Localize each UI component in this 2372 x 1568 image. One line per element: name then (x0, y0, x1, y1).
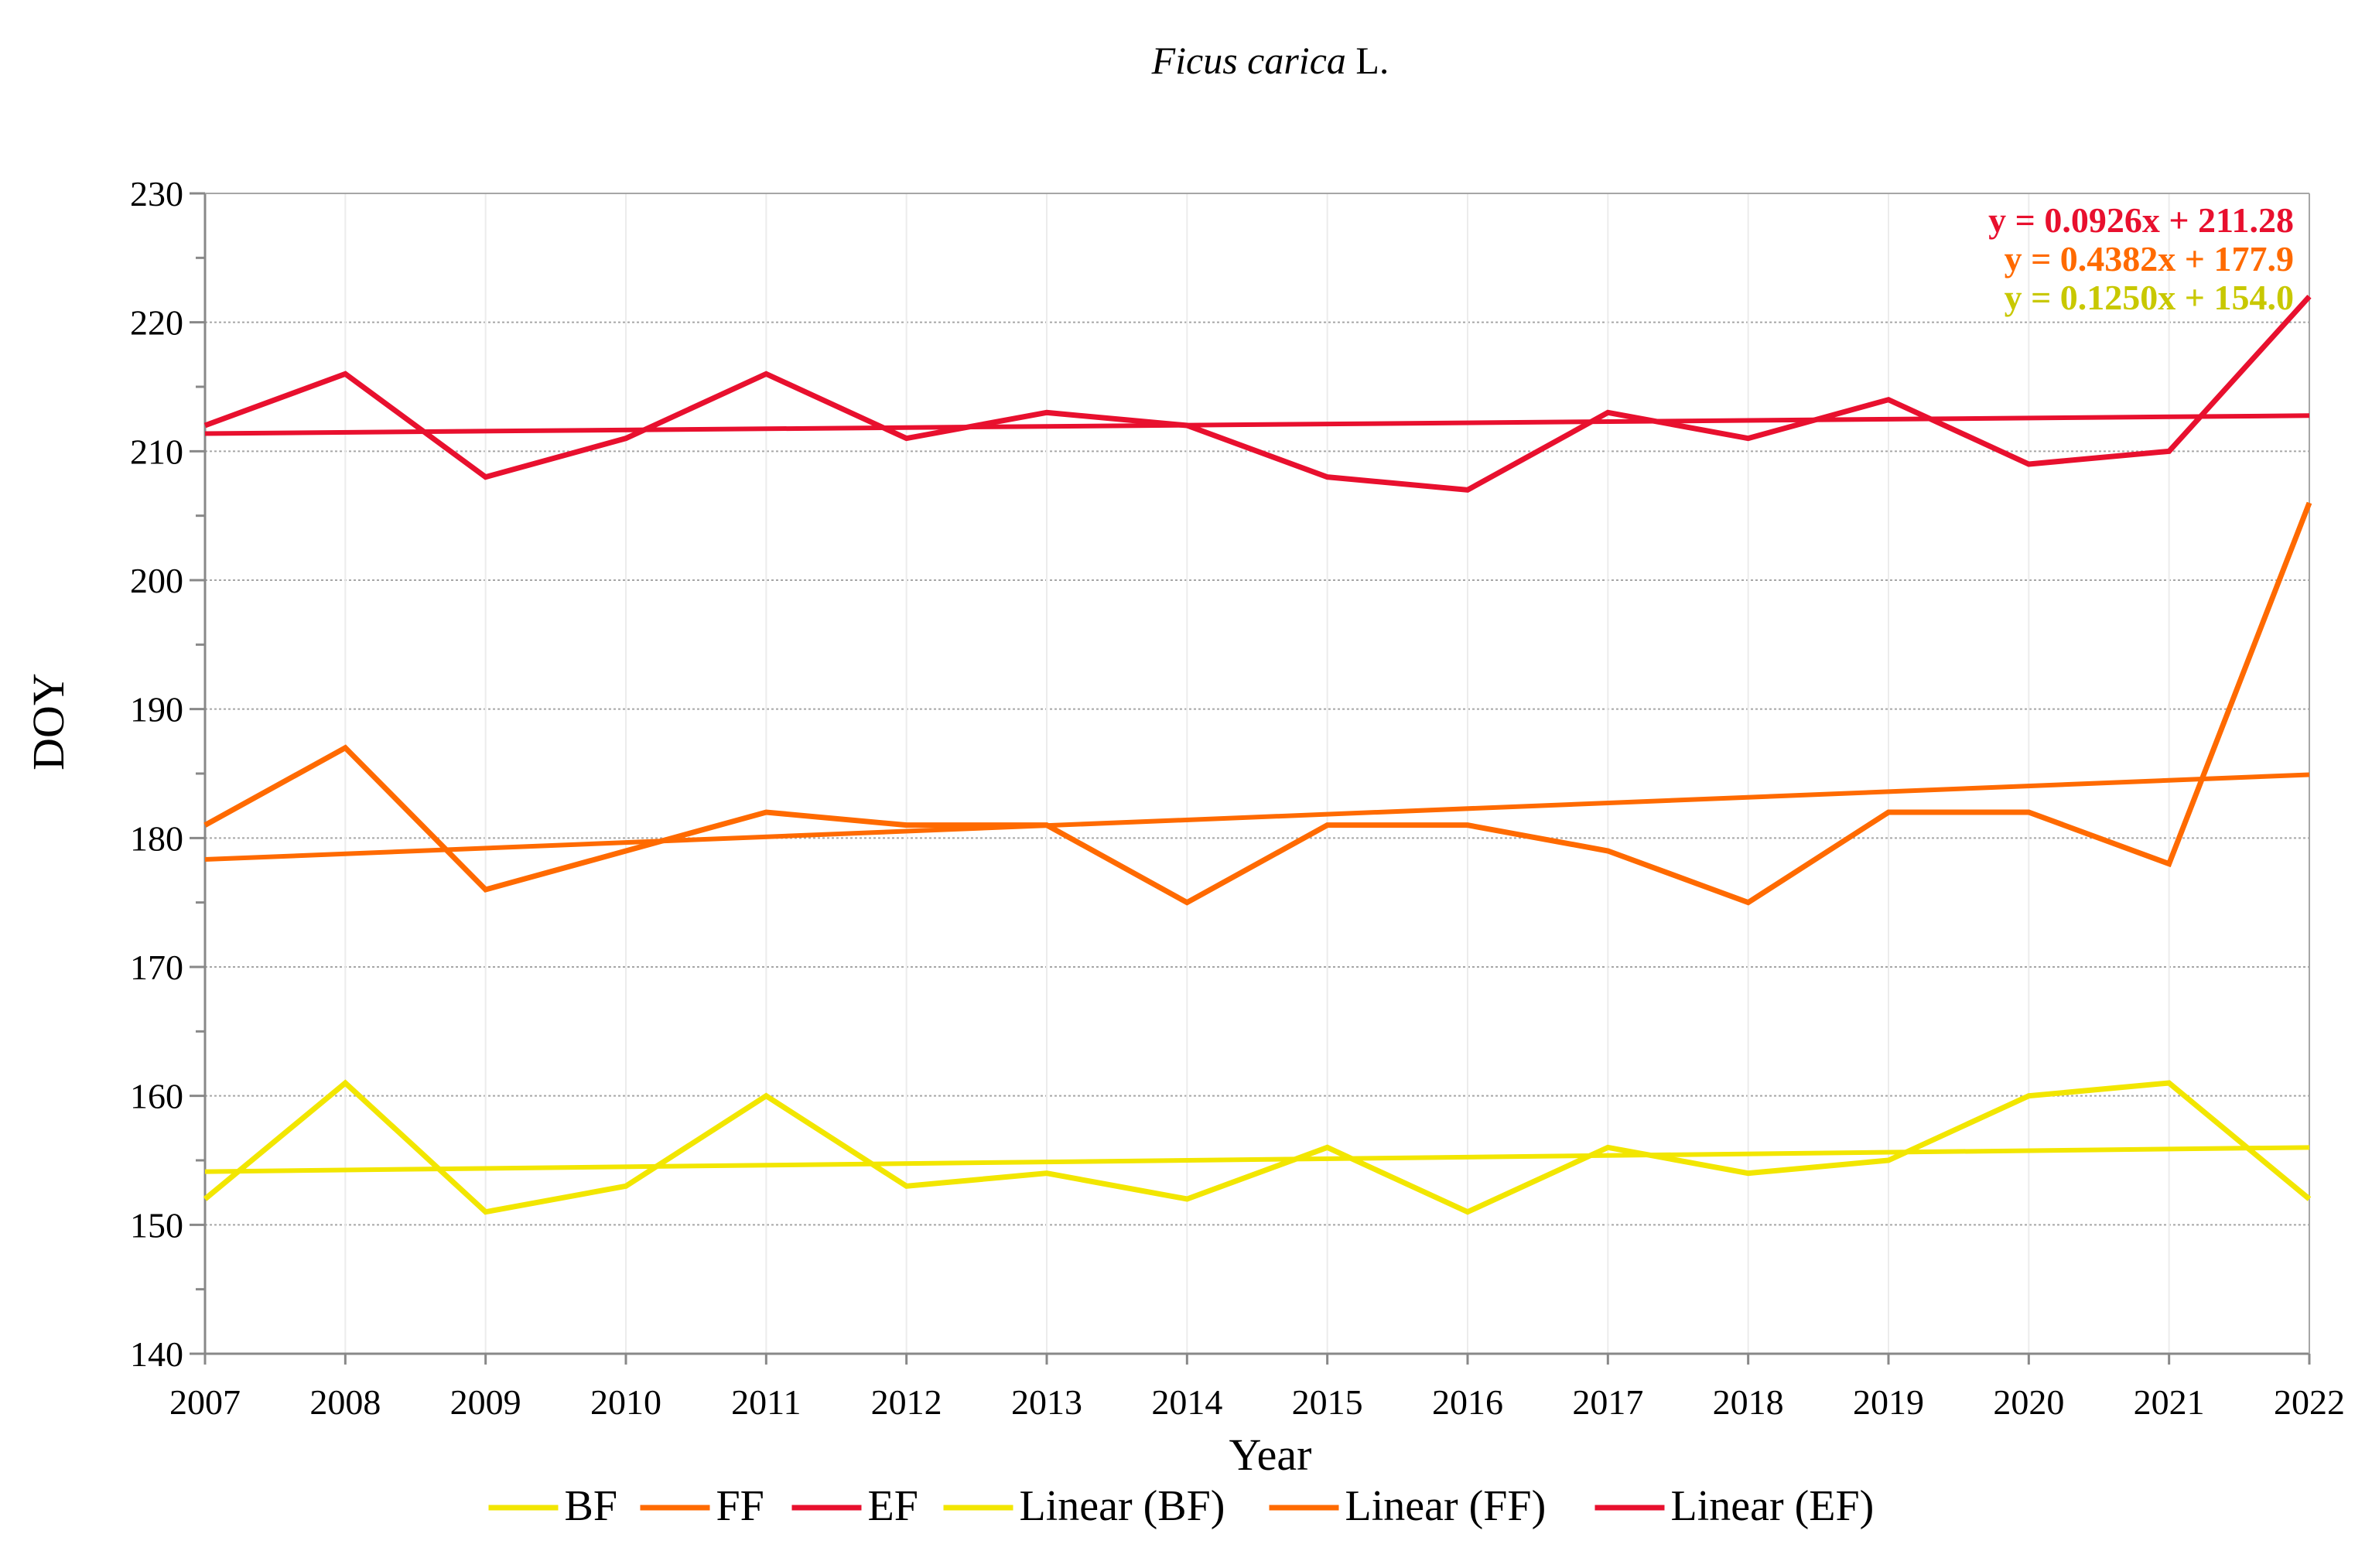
x-tick-label: 2012 (871, 1382, 942, 1422)
y-tick-label: 200 (130, 561, 183, 600)
series-line-ff (203, 501, 2312, 906)
x-tick-label: 2015 (1292, 1382, 1363, 1422)
trendline-bf (204, 1145, 2310, 1174)
trend-equations: y = 0.0926x + 211.28y = 0.4382x + 177.9y… (1988, 200, 2294, 317)
x-tick-label: 2013 (1011, 1382, 1082, 1422)
x-axis-label: Year (1229, 1430, 1312, 1480)
legend-label: BF (565, 1482, 618, 1530)
legend-label: FF (716, 1482, 764, 1530)
y-tick-label: 150 (130, 1205, 183, 1245)
y-tick-label: 170 (130, 948, 183, 987)
legend-label: Linear (BF) (1020, 1482, 1225, 1530)
y-tick-label: 190 (130, 690, 183, 729)
x-tick-label: 2017 (1572, 1382, 1643, 1422)
data-series (203, 294, 2312, 1215)
x-tick-label: 2020 (1993, 1382, 2064, 1422)
x-tick-label: 2016 (1432, 1382, 1503, 1422)
chart-title-italic: Ficus carica (1151, 39, 1346, 82)
x-tick-label: 2011 (731, 1382, 801, 1422)
y-tick-label: 140 (130, 1334, 183, 1374)
trend-equation: y = 0.1250x + 154.0 (2005, 278, 2294, 317)
legend-label: Linear (EF) (1671, 1482, 1875, 1530)
y-tick-label: 230 (130, 174, 183, 214)
series-line-ef (203, 294, 2312, 493)
trendline-ff (204, 772, 2310, 863)
y-axis-label: DOY (23, 673, 73, 770)
trendline-ef (204, 413, 2310, 436)
y-tick-label: 210 (130, 432, 183, 471)
chart-title: Ficus carica L. (1151, 39, 1389, 82)
gridlines (205, 193, 2309, 1354)
x-tick-label: 2014 (1151, 1382, 1222, 1422)
axes: 140 150 160 170 180 190 200 210 220 230 2007 2008 20… (130, 174, 2345, 1422)
x-tick-label: 2007 (169, 1382, 241, 1422)
chart-title-suffix: L. (1346, 39, 1389, 82)
y-tick-label: 180 (130, 818, 183, 858)
y-tick-label: 220 (130, 303, 183, 343)
trend-equation: y = 0.0926x + 211.28 (1988, 200, 2294, 240)
x-tick-label: 2022 (2274, 1382, 2345, 1422)
trendlines (204, 413, 2310, 1174)
x-tick-label: 2021 (2134, 1382, 2205, 1422)
x-tick-label: 2008 (309, 1382, 381, 1422)
legend-label: Linear (FF) (1345, 1482, 1547, 1530)
legend-label: EF (868, 1482, 918, 1530)
legend: BF FF EF Linear (BF) Linear (FF) Linear (EF) (488, 1482, 1875, 1530)
x-tick-label: 2019 (1853, 1382, 1924, 1422)
y-tick-label: 160 (130, 1077, 183, 1116)
x-tick-label: 2010 (590, 1382, 661, 1422)
x-tick-label: 2009 (450, 1382, 521, 1422)
x-tick-label: 2018 (1713, 1382, 1784, 1422)
series-line-bf (203, 1079, 2312, 1215)
trend-equation: y = 0.4382x + 177.9 (2005, 239, 2294, 278)
